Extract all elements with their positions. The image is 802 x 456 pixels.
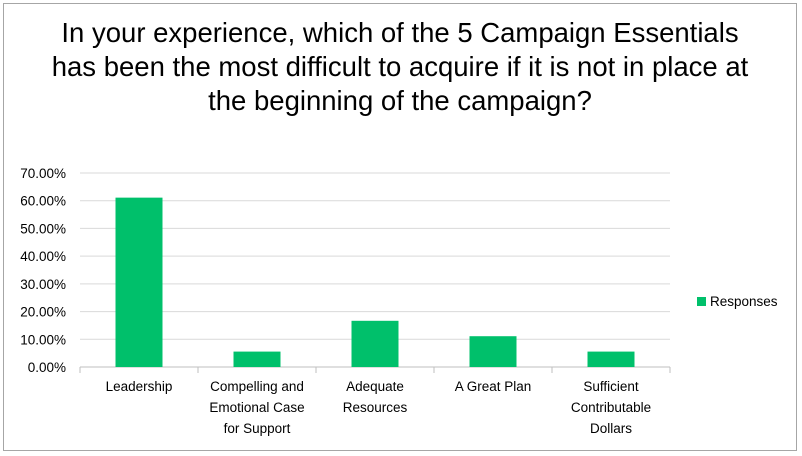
bar-3 <box>351 320 399 367</box>
y-tick-label: 50.00% <box>20 221 66 236</box>
y-tick-label: 70.00% <box>20 166 66 181</box>
y-tick-label: 40.00% <box>20 249 66 264</box>
y-tick-label: 30.00% <box>20 277 66 292</box>
y-tick-label: 60.00% <box>20 194 66 209</box>
legend-swatch <box>697 297 706 306</box>
chart-title: In your experience, which of the 5 Campa… <box>51 17 749 116</box>
x-category-label: Sufficient Contributable Dollars <box>571 379 651 436</box>
bar-1 <box>115 197 163 367</box>
bar-4 <box>469 336 517 367</box>
y-tick-label: 0.00% <box>28 360 66 375</box>
bar-2 <box>233 351 281 367</box>
y-tick-label: 20.00% <box>20 305 66 320</box>
legend: Responses <box>697 294 778 309</box>
x-category-label: Adequate Resources <box>343 379 408 415</box>
y-tick-label: 10.00% <box>20 332 66 347</box>
legend-label: Responses <box>710 294 778 309</box>
x-category-label: Compelling and Emotional Case for Support <box>209 379 304 436</box>
x-category-label: A Great Plan <box>455 379 532 394</box>
x-category-label: Leadership <box>106 379 173 394</box>
bar-5 <box>587 351 635 367</box>
